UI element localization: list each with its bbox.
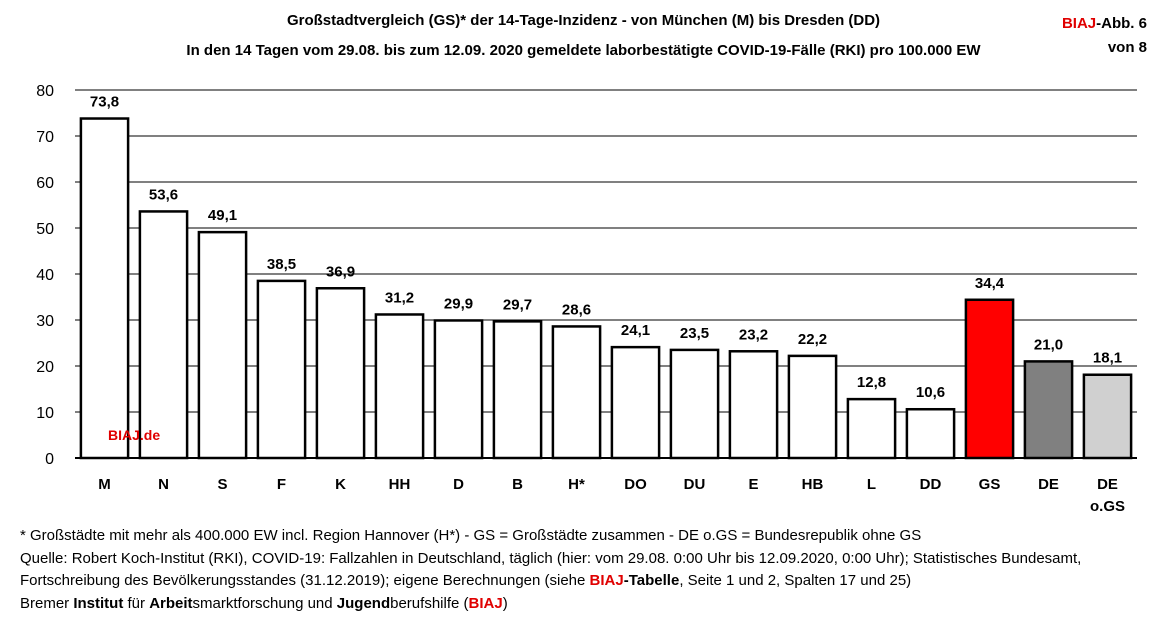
value-label: 73,8 [90, 94, 119, 111]
bar-k [315, 287, 366, 460]
category-label: K [335, 476, 346, 493]
bar-b [492, 320, 543, 460]
value-label: 34,4 [975, 275, 1005, 292]
value-label: 18,1 [1093, 350, 1122, 367]
figure-badge: BIAJ-Abb. 6 von 8 [1062, 12, 1147, 60]
badge-figure-number: -Abb. 6 [1096, 15, 1147, 32]
bar-do [610, 345, 661, 460]
chart-subtitle: In den 14 Tagen vom 29.08. bis zum 12.09… [186, 42, 981, 59]
category-label: F [277, 476, 286, 493]
bar-h- [551, 325, 602, 460]
y-tick-label: 10 [36, 405, 54, 422]
value-label: 21,0 [1034, 336, 1063, 353]
value-label: 53,6 [149, 186, 178, 203]
value-label: 23,2 [739, 326, 768, 343]
bar-de-o-gs [1082, 373, 1133, 460]
bar-de [1023, 360, 1074, 460]
category-label: D [453, 476, 464, 493]
source-text: Quelle: Robert Koch-Institut (RKI), COVI… [20, 549, 1082, 590]
org-part: BIAJ [468, 594, 503, 612]
bars [79, 117, 1133, 460]
footnote: * Großstädte mit mehr als 400.000 EW inc… [20, 527, 922, 544]
watermark-text: BIAJ.de [108, 427, 161, 443]
category-label: N [158, 476, 169, 493]
value-label: 28,6 [562, 301, 591, 318]
organization-line: Bremer Institut für Arbeitsmarktforschun… [20, 593, 1150, 616]
y-tick-label: 40 [36, 267, 54, 284]
y-tick-label: 80 [36, 83, 54, 100]
category-label: DU [684, 476, 706, 493]
category-label: DE [1038, 476, 1059, 493]
category-label: GS [979, 476, 1001, 493]
bar-d [433, 319, 484, 460]
y-tick-label: 70 [36, 129, 54, 146]
badge-brand: BIAJ [1061, 15, 1097, 32]
source-brand: BIAJ [589, 572, 624, 589]
bar-du [669, 348, 720, 460]
category-label: DO [624, 476, 647, 493]
category-label: HH [389, 476, 411, 493]
source-note: Quelle: Robert Koch-Institut (RKI), COVI… [20, 548, 1150, 593]
bar-hh [374, 313, 425, 460]
gridlines [75, 89, 1137, 413]
org-part: ) [502, 594, 508, 612]
value-label: 31,2 [385, 289, 414, 306]
footer: * Großstädte mit mehr als 400.000 EW inc… [20, 525, 1150, 615]
category-label: H* [568, 476, 585, 493]
value-labels: 73,8 53,6 49,1 38,5 36,9 31,2 29,9 29,7 28,6 24,1… [90, 94, 1122, 402]
bar-chart: 0 10 20 30 40 50 60 70 80 73,8 53,6 49,1 38,5 36,9 31… [36, 83, 1137, 515]
bar-s [197, 230, 248, 460]
value-label: 36,9 [326, 263, 355, 280]
chart-title: Großstadtvergleich (GS)* der 14-Tage-Inz… [286, 12, 881, 29]
org-part: Institut [73, 594, 124, 612]
badge-figure-count: von 8 [1107, 39, 1147, 56]
value-label: 49,1 [208, 207, 237, 224]
source-tabelle: -Tabelle [623, 572, 680, 589]
source-text-end: , Seite 1 und 2, Spalten 17 und 25) [679, 572, 912, 589]
y-tick-label: 30 [36, 313, 54, 330]
value-label: 38,5 [267, 256, 296, 273]
category-label: HB [802, 476, 824, 493]
category-label: E [748, 476, 758, 493]
org-part: Arbeit [149, 594, 193, 612]
value-label: 23,5 [680, 325, 709, 342]
org-part: Bremer [20, 594, 74, 612]
y-tick-label: 20 [36, 359, 54, 376]
org-part: smarktforschung und [192, 594, 337, 612]
value-label: 22,2 [798, 331, 827, 348]
category-labels: M N S F K HH D B H* DO DU E HB L DD GS DE DE o.GS [98, 476, 1125, 515]
category-label: B [512, 476, 523, 493]
category-label: S [217, 476, 227, 493]
y-tick-label: 50 [36, 221, 54, 238]
value-label: 29,9 [444, 295, 473, 312]
bar-e [728, 350, 779, 460]
category-label: DE o.GS [1090, 476, 1125, 515]
value-label: 12,8 [857, 374, 886, 391]
bar-f [256, 279, 307, 460]
y-tick-label: 0 [45, 451, 54, 468]
category-label: M [98, 476, 111, 493]
org-part: Jugend [336, 594, 391, 612]
bar-n [138, 210, 189, 460]
bar-dd [905, 407, 956, 460]
category-label: DD [920, 476, 942, 493]
bar-hb [787, 354, 838, 460]
org-part: für [123, 594, 150, 612]
bar-l [846, 397, 897, 460]
value-label: 29,7 [503, 296, 532, 313]
category-label: L [867, 476, 876, 493]
value-label: 24,1 [621, 322, 650, 339]
org-part: berufshilfe ( [390, 594, 469, 612]
bar-m [79, 117, 130, 460]
y-axis-ticks: 0 10 20 30 40 50 60 70 80 [36, 83, 54, 468]
value-label: 10,6 [916, 384, 945, 401]
bar-gs [964, 298, 1015, 460]
y-tick-label: 60 [36, 175, 54, 192]
